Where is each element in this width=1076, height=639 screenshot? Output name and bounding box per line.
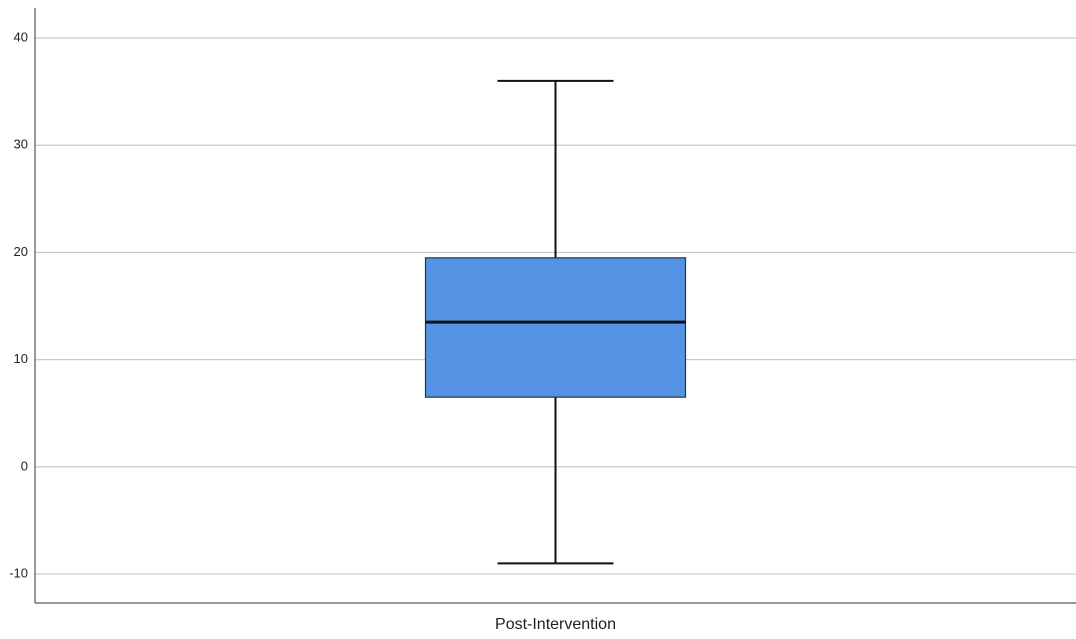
y-tick-label: 0	[21, 458, 28, 473]
y-tick-label: 20	[14, 244, 28, 259]
x-tick-label: Post-Intervention	[495, 616, 616, 633]
y-tick-label: 30	[14, 137, 28, 152]
box	[424, 257, 687, 398]
y-tick-label: 10	[14, 351, 28, 366]
y-tick-label: 40	[14, 29, 28, 44]
y-tick-label: -10	[9, 565, 28, 580]
